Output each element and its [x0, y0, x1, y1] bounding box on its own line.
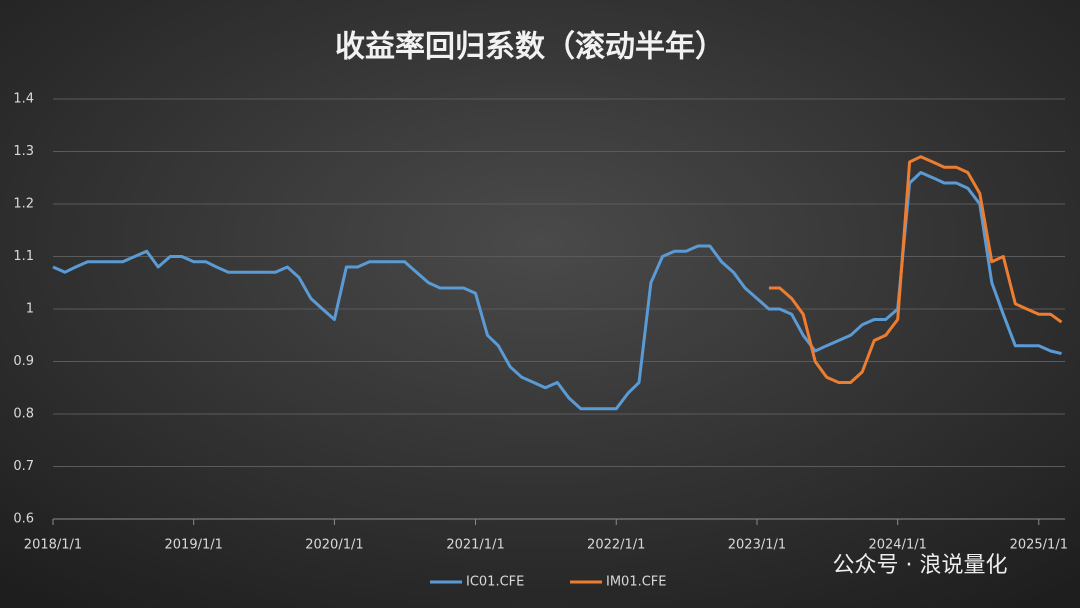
y-tick-label: 0.8: [13, 407, 34, 422]
y-tick-label: 1.4: [13, 92, 34, 107]
x-tick-label: 2025/1/1: [1010, 538, 1068, 553]
x-tick-label: 2018/1/1: [24, 538, 82, 553]
y-tick-label: 1.1: [13, 249, 34, 264]
legend-label: IC01.CFE: [466, 575, 524, 590]
y-tick-label: 1.3: [13, 144, 34, 159]
x-tick-label: 2020/1/1: [305, 538, 363, 553]
chart-title: 收益率回归系数（滚动半年）: [335, 30, 725, 65]
y-tick-label: 0.6: [13, 512, 34, 527]
y-tick-label: 1: [26, 302, 34, 317]
x-tick-label: 2019/1/1: [165, 538, 223, 553]
x-tick-label: 2022/1/1: [587, 538, 645, 553]
y-tick-label: 1.2: [13, 197, 34, 212]
line-series: [768, 155, 1063, 384]
legend-label: IM01.CFE: [606, 575, 667, 590]
watermark: 公众号 · 浪说量化: [833, 553, 1008, 578]
line-series: [52, 171, 1062, 411]
y-tick-label: 0.9: [13, 354, 34, 369]
x-tick-label: 2024/1/1: [868, 538, 926, 553]
x-tick-label: 2021/1/1: [446, 538, 504, 553]
x-tick-label: 2023/1/1: [728, 538, 786, 553]
y-tick-label: 0.7: [13, 459, 34, 474]
